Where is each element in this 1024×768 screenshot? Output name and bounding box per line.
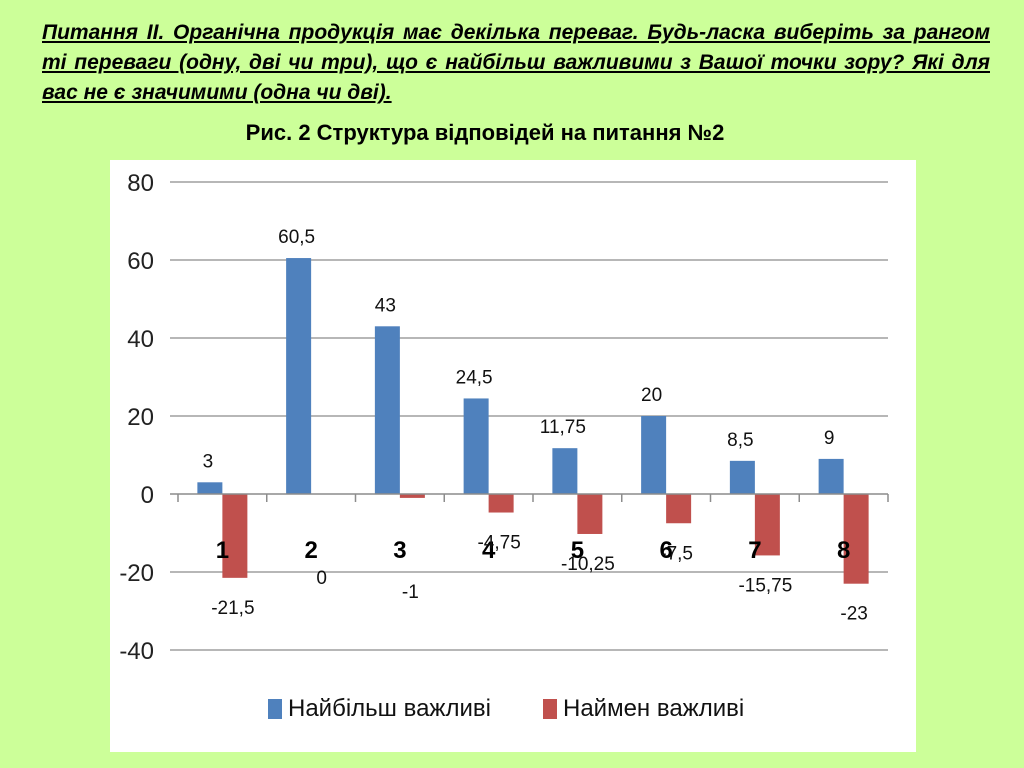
data-label-least-important: -21,5 bbox=[211, 598, 254, 619]
legend-swatch-most-important bbox=[268, 699, 282, 719]
bar-most-important bbox=[552, 448, 578, 494]
bar-most-important bbox=[463, 398, 489, 494]
data-label-least-important: 0 bbox=[316, 568, 327, 589]
data-label-most-important: 43 bbox=[375, 295, 396, 316]
bar-most-important bbox=[818, 458, 844, 494]
question-text: Питання ІІ. Органічна продукція має декі… bbox=[42, 21, 990, 104]
data-label-least-important: -10,25 bbox=[561, 554, 615, 575]
y-tick-label: 0 bbox=[141, 482, 154, 509]
bar-least-important bbox=[577, 494, 603, 534]
bar-least-important bbox=[754, 494, 780, 556]
legend-label-least-important: Наймен важливі bbox=[563, 695, 744, 722]
data-label-least-important: -15,75 bbox=[738, 575, 792, 596]
zero-axis bbox=[170, 493, 889, 502]
data-label-most-important: 11,75 bbox=[540, 417, 586, 438]
y-tick-label: 40 bbox=[127, 326, 154, 353]
y-tick-label: -20 bbox=[119, 560, 154, 587]
bar-least-important bbox=[222, 494, 248, 578]
data-label-least-important: -23 bbox=[840, 604, 867, 625]
category-label: 4 bbox=[482, 537, 496, 564]
data-label-least-important: -4,75 bbox=[477, 533, 520, 554]
data-label-least-important: -7,5 bbox=[660, 543, 693, 564]
category-label: 6 bbox=[659, 537, 672, 564]
data-label-most-important: 20 bbox=[641, 385, 662, 406]
y-tick-label: 60 bbox=[127, 248, 154, 275]
legend-label-most-important: Найбільш важливі bbox=[288, 695, 491, 722]
category-label: 1 bbox=[216, 537, 229, 564]
y-tick-label: -40 bbox=[119, 638, 154, 665]
data-label-most-important: 9 bbox=[824, 428, 835, 449]
category-label: 2 bbox=[304, 537, 317, 564]
category-label: 5 bbox=[571, 537, 584, 564]
bar-least-important bbox=[399, 494, 425, 498]
data-labels: 3-21,560,5043-124,5-4,7511,75-10,2520-7,… bbox=[203, 227, 868, 625]
bar-most-important bbox=[286, 258, 312, 494]
bar-most-important bbox=[729, 460, 755, 494]
data-label-least-important: -1 bbox=[402, 582, 419, 603]
category-label: 8 bbox=[837, 537, 850, 564]
bar-chart: 80 60 40 20 0 -20 -40 1 2 3 4 5 6 7 8 3 -21,5 60,5 0 43 -1… bbox=[119, 170, 889, 722]
bar-most-important bbox=[197, 482, 223, 494]
bar-least-important bbox=[488, 494, 514, 513]
bars bbox=[197, 258, 869, 584]
figure-title: Рис. 2 Структура відповідей на питання №… bbox=[245, 120, 725, 145]
category-label: 7 bbox=[748, 537, 761, 564]
legend: Найбільш важливі Наймен важливі bbox=[268, 695, 744, 722]
category-label: 3 bbox=[393, 537, 406, 564]
y-tick-label: 80 bbox=[127, 170, 154, 197]
category-labels: 1 2 3 4 5 6 7 8 bbox=[216, 537, 851, 564]
bar-most-important bbox=[374, 326, 400, 494]
chart-area: 80 60 40 20 0 -20 -40 1 2 3 4 5 6 7 8 3 -21,5 60,5 0 43 -1… bbox=[110, 160, 916, 752]
bar-least-important bbox=[666, 494, 692, 524]
bar-most-important bbox=[641, 416, 667, 494]
bar-least-important bbox=[843, 494, 869, 584]
data-label-most-important: 3 bbox=[203, 451, 214, 472]
legend-swatch-least-important bbox=[543, 699, 557, 719]
data-label-most-important: 8,5 bbox=[727, 430, 753, 451]
data-label-most-important: 60,5 bbox=[278, 227, 315, 248]
y-tick-label: 20 bbox=[127, 404, 154, 431]
y-axis-ticks: 80 60 40 20 0 -20 -40 bbox=[119, 170, 154, 665]
data-label-most-important: 24,5 bbox=[456, 367, 493, 388]
